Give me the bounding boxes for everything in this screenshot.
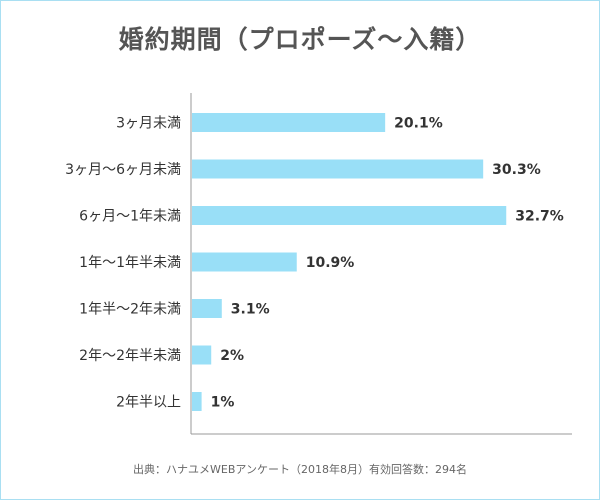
- value-label-3: 32.7%: [515, 209, 564, 225]
- value-label-4: 10.9%: [306, 255, 355, 271]
- category-label-6: 2年〜2年半未満: [79, 348, 181, 364]
- chart-title: 婚約期間（プロポーズ〜入籍）: [118, 25, 482, 54]
- bar-1: [192, 113, 386, 132]
- value-label-7: 1%: [211, 395, 235, 411]
- value-label-1: 20.1%: [394, 116, 443, 132]
- bar-4: [192, 252, 297, 272]
- source-note: 出典：ハナユメWEBアンケート（2018年8月）有効回答数：294名: [133, 463, 467, 476]
- category-label-4: 1年〜1年半未満: [79, 255, 181, 271]
- bar-3: [192, 206, 507, 225]
- bar-5: [192, 299, 222, 318]
- category-label-1: 3ヶ月未満: [116, 116, 181, 132]
- bar-7: [192, 392, 202, 411]
- value-label-6: 2%: [220, 348, 244, 364]
- category-label-5: 1年半〜2年未満: [79, 302, 181, 318]
- bar-6: [192, 345, 212, 365]
- category-label-3: 6ヶ月〜1年未満: [79, 209, 181, 225]
- bars-group: 3ヶ月未満 20.1% 3ヶ月〜6ヶ月未満 30.3% 6ヶ月〜1年未満 32.7% 1年〜…: [65, 113, 564, 411]
- value-label-2: 30.3%: [492, 162, 541, 178]
- bar-2: [192, 159, 484, 179]
- category-label-2: 3ヶ月〜6ヶ月未満: [65, 162, 181, 178]
- category-label-7: 2年半以上: [116, 395, 181, 411]
- value-label-5: 3.1%: [231, 302, 270, 318]
